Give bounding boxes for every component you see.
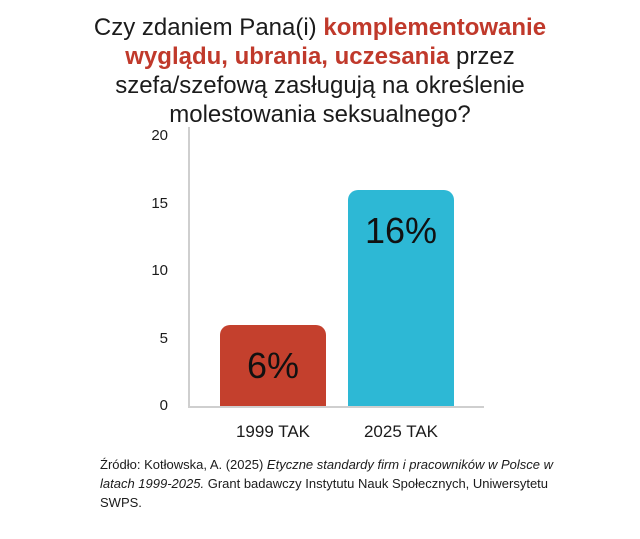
bar-value-label: 6% bbox=[246, 345, 300, 386]
bar-2025-tak bbox=[348, 190, 454, 406]
y-axis-tick-label: 0 bbox=[159, 397, 168, 414]
y-axis-tick-label: 15 bbox=[151, 194, 168, 212]
x-axis-category-label: 1999 TAK bbox=[235, 422, 311, 441]
chart-title-highlight: komplementowanie wyglądu, ubrania, uczes… bbox=[125, 14, 547, 70]
chart-title-prefix: Czy zdaniem Pana(i) bbox=[93, 14, 324, 41]
source-text-italic: Etyczne standardy firm i pracowników w P… bbox=[100, 457, 554, 491]
x-axis-line bbox=[188, 406, 484, 408]
bar-1999-tak bbox=[220, 325, 326, 406]
bar-value-label: 16% bbox=[364, 210, 438, 251]
source-note: Źródło: Kotłowska, A. (2025) Etyczne sta… bbox=[100, 455, 572, 512]
y-axis-tick-label: 20 bbox=[151, 127, 168, 144]
y-axis-line bbox=[188, 127, 190, 408]
chart-title-suffix: przez szefa/szefową zasługują na określe… bbox=[115, 43, 525, 128]
y-axis-tick-label: 10 bbox=[151, 262, 168, 279]
y-axis-tick-label: 5 bbox=[159, 329, 168, 347]
x-axis-category-label: 2025 TAK bbox=[363, 422, 439, 441]
chart-title: Czy zdaniem Pana(i) komplementowanie wyg… bbox=[70, 13, 570, 129]
source-text-part1: Źródło: Kotłowska, A. (2025) bbox=[100, 457, 267, 472]
source-text-part2: Grant badawczy Instytutu Nauk Społecznyc… bbox=[100, 476, 549, 510]
